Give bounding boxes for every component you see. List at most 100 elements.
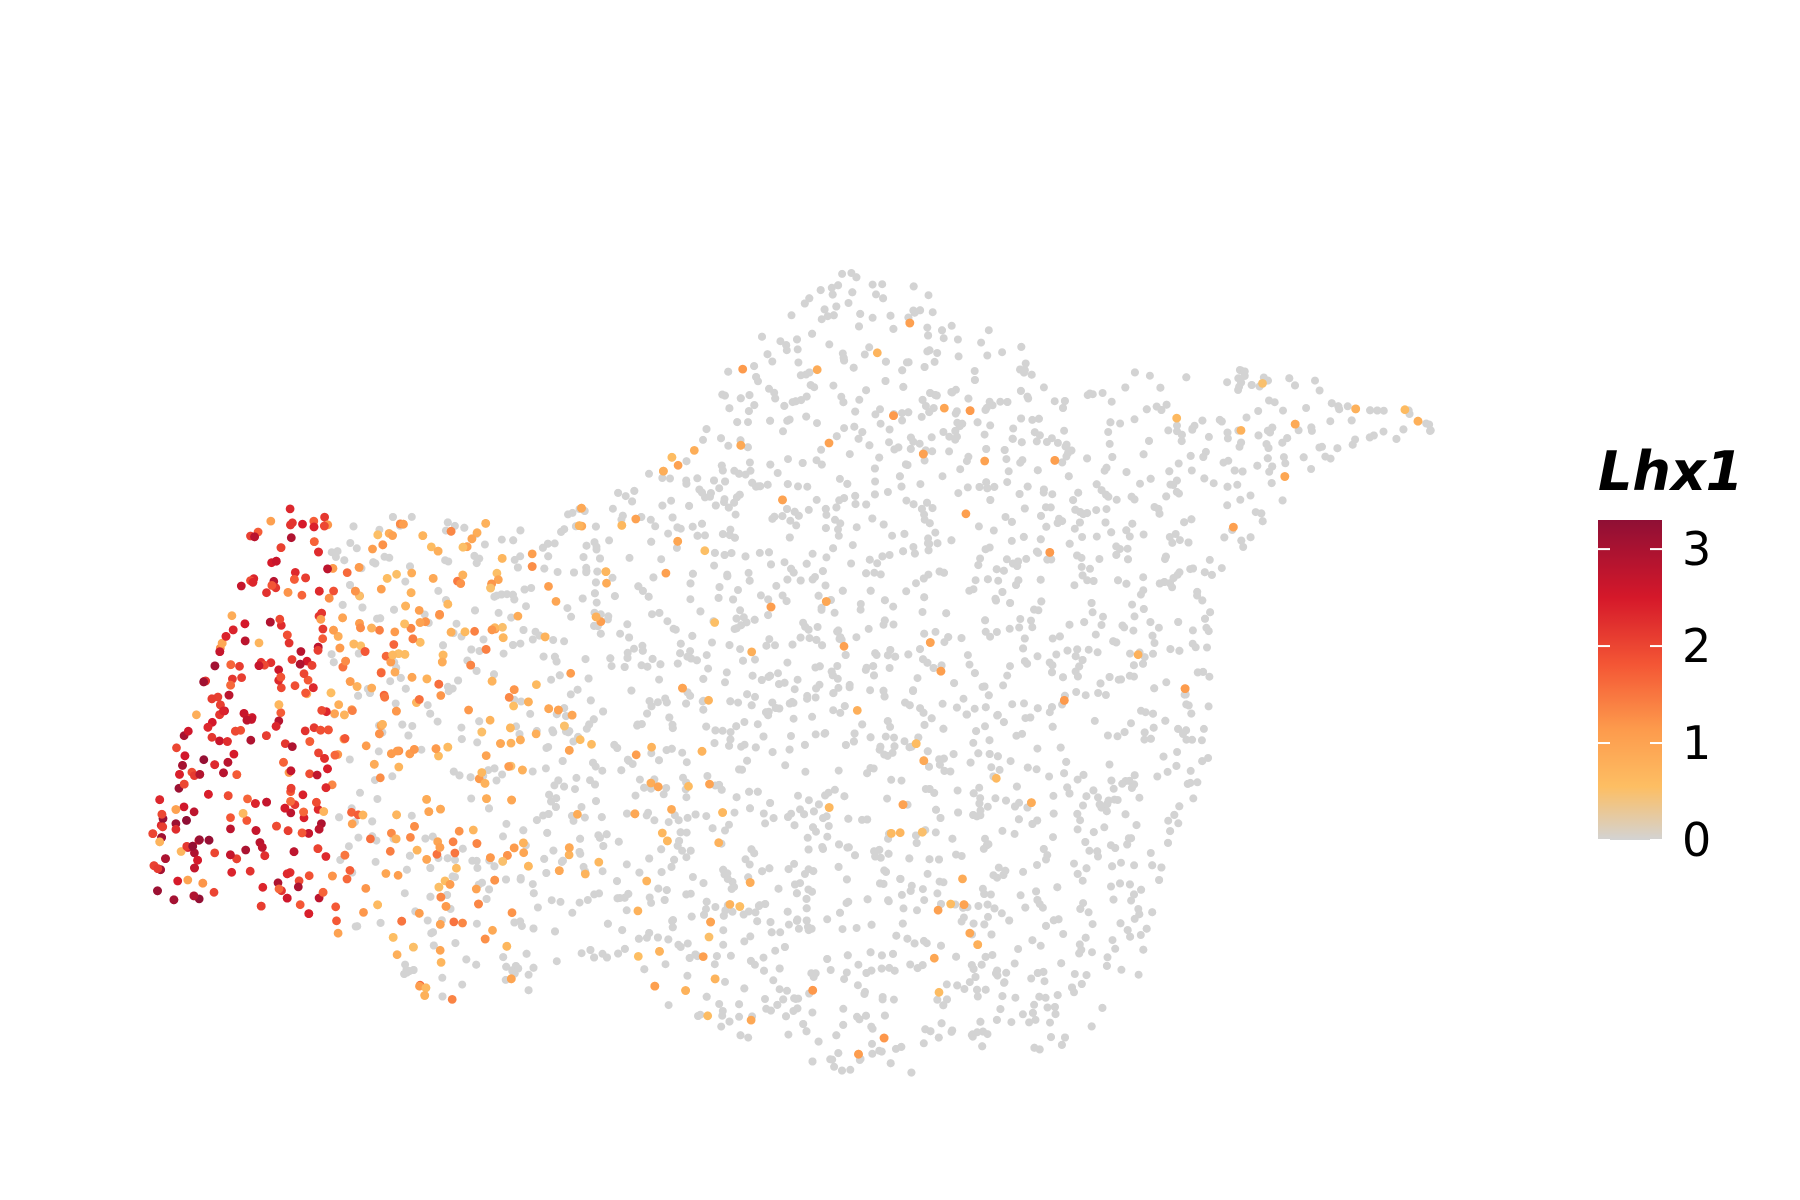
data-point (415, 637, 425, 647)
data-point (662, 698, 671, 707)
data-point (542, 869, 551, 877)
data-point (879, 879, 888, 888)
data-point (646, 515, 655, 524)
data-point (819, 814, 828, 823)
data-point (917, 412, 926, 421)
data-point (793, 675, 802, 684)
data-point (993, 966, 1002, 975)
data-point (930, 357, 939, 366)
data-point (443, 518, 452, 527)
data-point (957, 852, 966, 860)
data-point (1008, 434, 1017, 443)
data-point (438, 650, 448, 660)
data-point (635, 868, 644, 877)
data-point (610, 740, 619, 749)
data-point (767, 560, 775, 569)
data-point (974, 561, 983, 570)
data-point (549, 728, 558, 737)
data-point (878, 280, 887, 289)
data-point (766, 460, 775, 469)
data-point (642, 876, 652, 886)
data-point (1123, 840, 1132, 849)
data-point (780, 943, 789, 951)
data-point (1118, 779, 1127, 788)
data-point (1135, 793, 1144, 802)
data-point (1016, 386, 1025, 395)
data-point (953, 335, 962, 344)
data-point (1063, 646, 1072, 655)
data-point (923, 747, 932, 756)
data-point (1334, 402, 1343, 411)
data-point (839, 641, 849, 651)
data-point (480, 540, 489, 549)
data-point (434, 679, 444, 689)
data-point (354, 563, 364, 572)
data-point (193, 855, 203, 865)
data-point (809, 823, 817, 832)
data-point (974, 749, 983, 758)
data-point (1239, 543, 1248, 551)
data-point (323, 564, 332, 574)
data-point (787, 564, 796, 573)
data-point (398, 720, 407, 729)
data-point (821, 791, 830, 800)
data-point (765, 548, 773, 557)
data-point (725, 741, 734, 750)
data-point (155, 837, 165, 847)
data-point (939, 334, 948, 343)
data-point (321, 852, 331, 861)
data-point (290, 568, 300, 577)
data-point (736, 394, 745, 403)
data-point (329, 586, 338, 596)
data-point (1011, 993, 1020, 1002)
data-point (433, 717, 442, 726)
data-point (835, 840, 843, 849)
data-point (741, 552, 750, 561)
data-point (740, 937, 749, 946)
data-point (320, 521, 329, 531)
data-point (820, 305, 829, 314)
data-point (998, 826, 1007, 835)
data-point (940, 766, 949, 775)
data-point (519, 848, 529, 858)
data-point (1172, 487, 1181, 496)
data-point (1088, 608, 1097, 617)
data-point (1116, 879, 1124, 888)
data-point (840, 702, 849, 711)
data-point (1140, 728, 1149, 737)
data-point (982, 478, 991, 487)
data-point (867, 1022, 876, 1031)
data-point (737, 742, 746, 751)
data-point (1171, 530, 1180, 538)
data-point (1136, 931, 1145, 939)
data-point (320, 512, 329, 522)
data-point (1175, 802, 1184, 811)
data-point (1070, 859, 1078, 868)
data-point (768, 748, 777, 757)
data-point (207, 694, 217, 704)
data-point (815, 662, 824, 671)
data-point (1240, 371, 1249, 380)
data-point (613, 877, 621, 886)
data-point (1290, 419, 1300, 429)
data-point (704, 664, 713, 673)
data-point (683, 971, 692, 980)
data-point (598, 766, 607, 775)
data-point (780, 401, 789, 410)
data-point (499, 953, 508, 962)
data-point (945, 447, 954, 456)
data-point (715, 583, 724, 592)
data-point (527, 562, 537, 571)
data-point (681, 986, 690, 995)
data-point (783, 986, 791, 995)
data-point (239, 709, 249, 718)
data-point (975, 799, 984, 808)
data-point (494, 608, 503, 617)
data-point (879, 520, 888, 529)
data-point (1087, 1022, 1096, 1031)
data-point (763, 350, 772, 359)
data-point (931, 627, 940, 636)
data-point (953, 981, 962, 990)
data-point (547, 797, 556, 806)
data-point (779, 995, 788, 1004)
